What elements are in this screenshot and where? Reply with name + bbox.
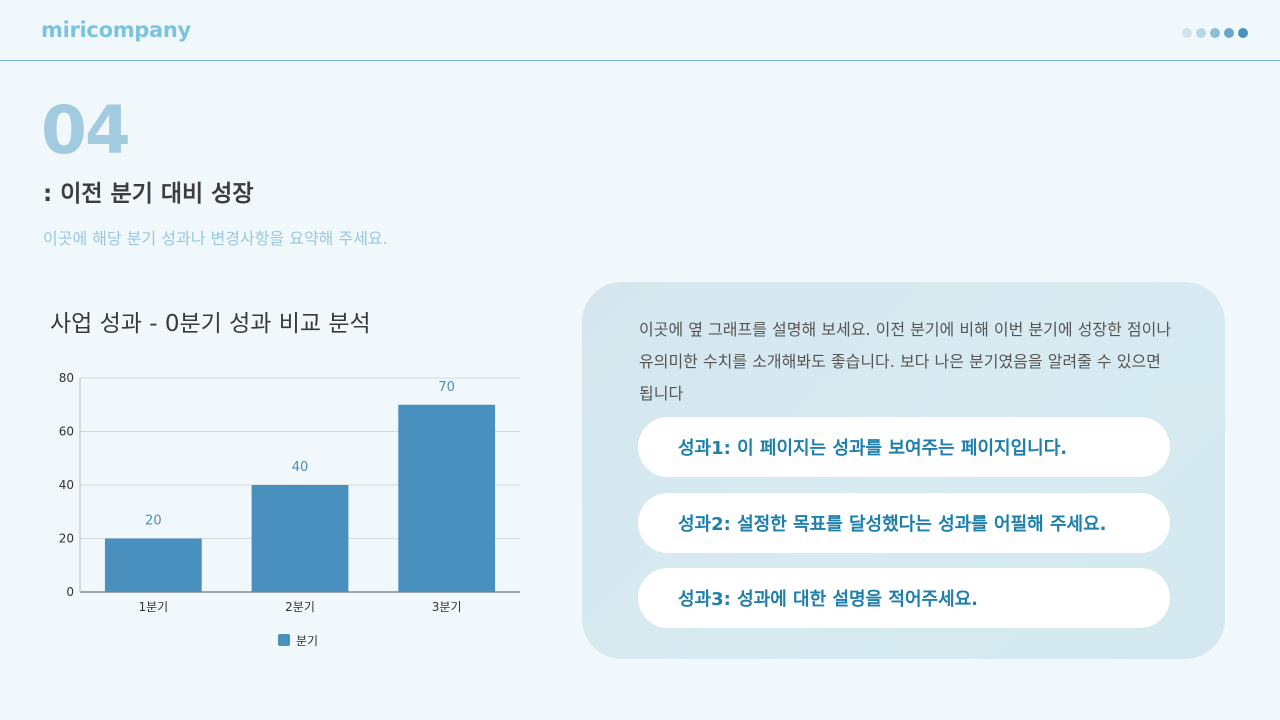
section-subtitle: 이곳에 해당 분기 성과나 변경사항을 요약해 주세요. — [43, 229, 388, 248]
chart-title: 사업 성과 - 0분기 성과 비교 분석 — [50, 311, 371, 337]
page-dot — [1182, 28, 1192, 38]
data-label: 40 — [292, 460, 309, 475]
logo: miricompany — [41, 18, 191, 42]
y-tick-label: 20 — [59, 532, 74, 546]
y-tick-label: 80 — [59, 371, 74, 385]
section-title: : 이전 분기 대비 성장 — [43, 181, 254, 207]
data-label: 70 — [438, 380, 455, 395]
legend-swatch — [278, 634, 290, 646]
panel-description: 이곳에 옆 그래프를 설명해 보세요. 이전 분기에 비해 이번 분기에 성장한… — [639, 320, 1172, 403]
bar — [104, 538, 202, 592]
bar — [251, 485, 349, 592]
achievement-item-1: 성과1: 이 페이지는 성과를 보여주는 페이지입니다. — [638, 417, 1170, 477]
x-tick-label: 2분기 — [285, 600, 315, 614]
legend-label: 분기 — [296, 634, 318, 648]
page-dot — [1196, 28, 1206, 38]
section-number: 04 — [41, 92, 131, 169]
x-tick-label: 3분기 — [432, 600, 462, 614]
bar — [398, 404, 496, 592]
header: miricompany — [0, 0, 1280, 61]
achievement-item-2: 성과2: 설정한 목표를 달성했다는 성과를 어필해 주세요. — [638, 493, 1170, 553]
page-dot — [1224, 28, 1234, 38]
data-label: 20 — [145, 514, 162, 529]
x-tick-label: 1분기 — [138, 600, 168, 614]
y-tick-label: 40 — [59, 478, 74, 492]
description-panel: 이곳에 옆 그래프를 설명해 보세요. 이전 분기에 비해 이번 분기에 성장한… — [582, 282, 1225, 659]
page-dot — [1210, 28, 1220, 38]
y-tick-label: 0 — [66, 585, 74, 599]
page-dot — [1238, 28, 1248, 38]
page-indicator — [1182, 28, 1248, 38]
y-tick-label: 60 — [59, 425, 74, 439]
achievement-item-3: 성과3: 성과에 대한 설명을 적어주세요. — [638, 568, 1170, 628]
